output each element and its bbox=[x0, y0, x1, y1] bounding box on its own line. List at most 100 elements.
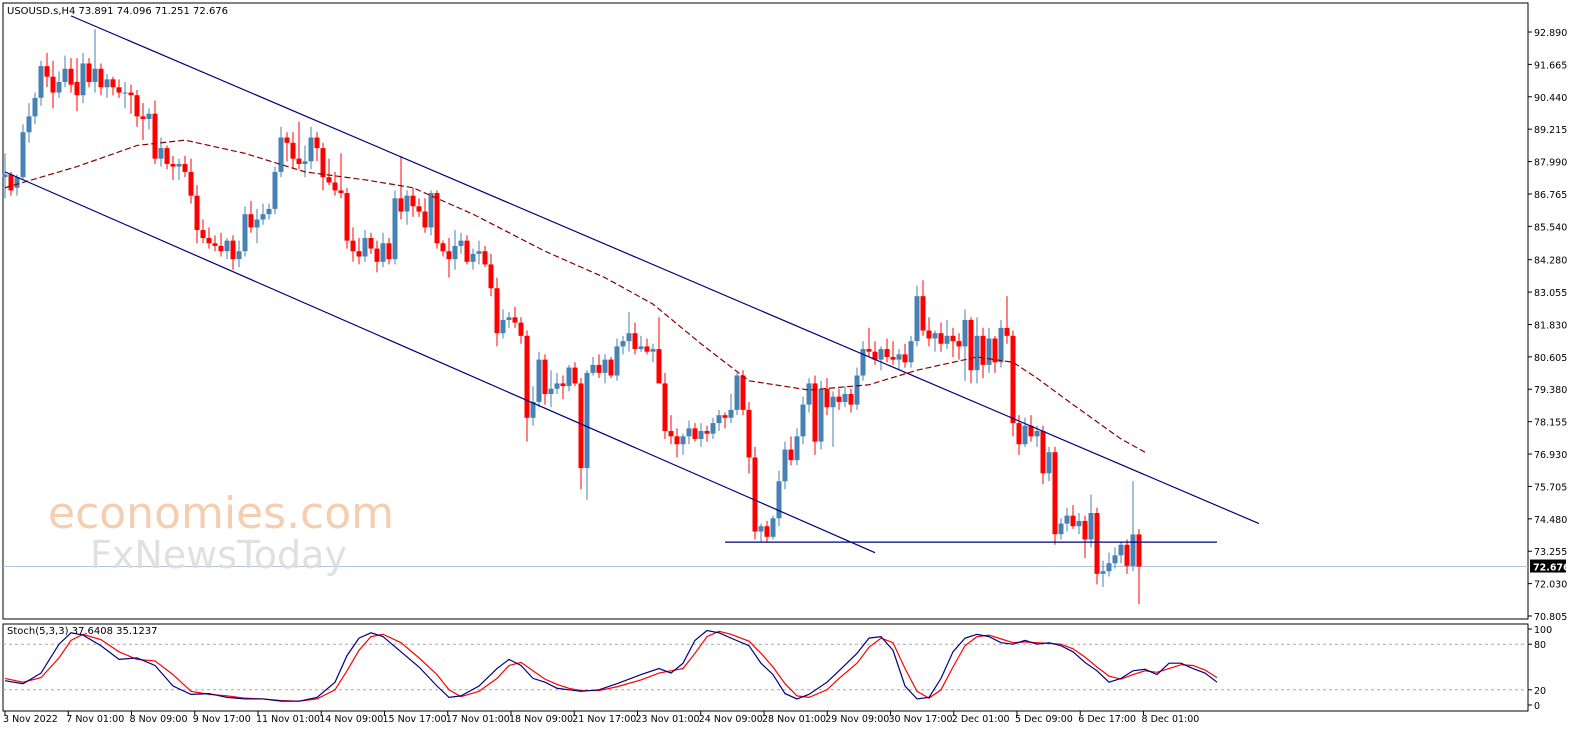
candle bbox=[740, 370, 746, 416]
price-axis: 92.890 91.665 90.440 89.215 87.990 86.765 85.5… bbox=[1528, 28, 1570, 623]
candle bbox=[218, 232, 224, 257]
candle-body bbox=[632, 333, 638, 350]
candle bbox=[368, 232, 374, 254]
candle bbox=[950, 327, 956, 357]
candle bbox=[1028, 415, 1034, 442]
candle-body bbox=[602, 359, 608, 373]
stoch-frame bbox=[2, 623, 1529, 712]
candle bbox=[1064, 507, 1070, 532]
stoch-main-line bbox=[4, 629, 1218, 702]
candle bbox=[98, 63, 104, 96]
candle-body bbox=[752, 457, 758, 532]
time-tick-label: 9 Nov 17:00 bbox=[193, 714, 251, 725]
candle bbox=[1052, 446, 1058, 545]
candle bbox=[866, 327, 872, 357]
time-tick-label: 24 Nov 09:00 bbox=[699, 714, 763, 725]
candle bbox=[494, 277, 500, 347]
candle bbox=[56, 71, 62, 98]
time-tick-label: 30 Nov 17:00 bbox=[889, 714, 953, 725]
candle-body bbox=[1124, 544, 1130, 566]
candle bbox=[1088, 494, 1094, 548]
candle-body bbox=[434, 193, 440, 244]
main-grid bbox=[2, 2, 1529, 712]
candle bbox=[158, 137, 164, 167]
candle-body bbox=[440, 243, 446, 252]
candle-body bbox=[1082, 520, 1088, 540]
candle bbox=[74, 58, 80, 112]
candle bbox=[758, 523, 764, 543]
candle bbox=[890, 341, 896, 365]
candle bbox=[386, 237, 392, 265]
candle bbox=[260, 203, 266, 225]
candle bbox=[200, 219, 206, 244]
candle-body bbox=[962, 319, 968, 347]
candle bbox=[908, 335, 914, 368]
candle-body bbox=[548, 388, 554, 395]
candle bbox=[632, 322, 638, 355]
candle bbox=[296, 121, 302, 170]
candle bbox=[8, 171, 14, 196]
candle-body bbox=[716, 415, 722, 424]
candle bbox=[152, 100, 158, 164]
candle bbox=[1022, 417, 1028, 447]
candle-body bbox=[500, 319, 506, 334]
candle-body bbox=[62, 68, 68, 82]
candle-body bbox=[914, 296, 920, 342]
current-price-label: 72.676 bbox=[1533, 563, 1570, 574]
candle-body bbox=[1136, 534, 1142, 567]
candle bbox=[572, 362, 578, 387]
candle bbox=[1010, 330, 1016, 437]
candle-body bbox=[626, 333, 632, 342]
candle-body bbox=[482, 251, 488, 265]
candle-body bbox=[38, 66, 44, 98]
candle bbox=[812, 375, 818, 455]
candle-body bbox=[1064, 515, 1070, 524]
price-tick-label: 92.890 bbox=[1534, 28, 1567, 39]
candle-body bbox=[794, 436, 800, 461]
candle bbox=[614, 338, 620, 381]
candle bbox=[212, 235, 218, 252]
candle-body bbox=[1130, 534, 1136, 566]
candle bbox=[818, 380, 824, 450]
candle-body bbox=[662, 383, 668, 432]
candle-body bbox=[974, 335, 980, 371]
candle bbox=[710, 417, 716, 439]
candle-body bbox=[842, 394, 848, 402]
candle bbox=[374, 240, 380, 273]
candle bbox=[116, 79, 122, 98]
price-tick-label: 76.930 bbox=[1534, 450, 1567, 461]
candle-body bbox=[20, 132, 26, 178]
candle bbox=[20, 124, 26, 180]
candle-body bbox=[260, 214, 266, 220]
candle bbox=[134, 89, 140, 127]
candle bbox=[824, 378, 830, 416]
candle-body bbox=[560, 383, 566, 387]
candle-body bbox=[458, 240, 464, 246]
candle-body bbox=[56, 81, 62, 93]
candle-body bbox=[596, 364, 602, 373]
candle bbox=[722, 412, 728, 429]
candle bbox=[230, 235, 236, 270]
candle-body bbox=[608, 359, 614, 376]
candle-body bbox=[1058, 523, 1064, 535]
candle-body bbox=[920, 296, 926, 331]
candle bbox=[1118, 542, 1124, 564]
candle-body bbox=[386, 243, 392, 260]
candle-body bbox=[998, 327, 1004, 363]
moving-average bbox=[4, 139, 1146, 453]
candle-body bbox=[542, 359, 548, 395]
candle-body bbox=[128, 92, 134, 96]
candle-body bbox=[932, 333, 938, 339]
candle bbox=[92, 29, 98, 93]
candle bbox=[1004, 296, 1010, 344]
candle-body bbox=[1016, 423, 1022, 445]
candle bbox=[968, 317, 974, 384]
candle-body bbox=[464, 240, 470, 262]
candle-body bbox=[734, 375, 740, 410]
candle bbox=[830, 391, 836, 447]
candle-body bbox=[740, 375, 746, 410]
candle bbox=[1016, 415, 1022, 455]
candle-body bbox=[176, 163, 182, 167]
candle bbox=[536, 351, 542, 408]
